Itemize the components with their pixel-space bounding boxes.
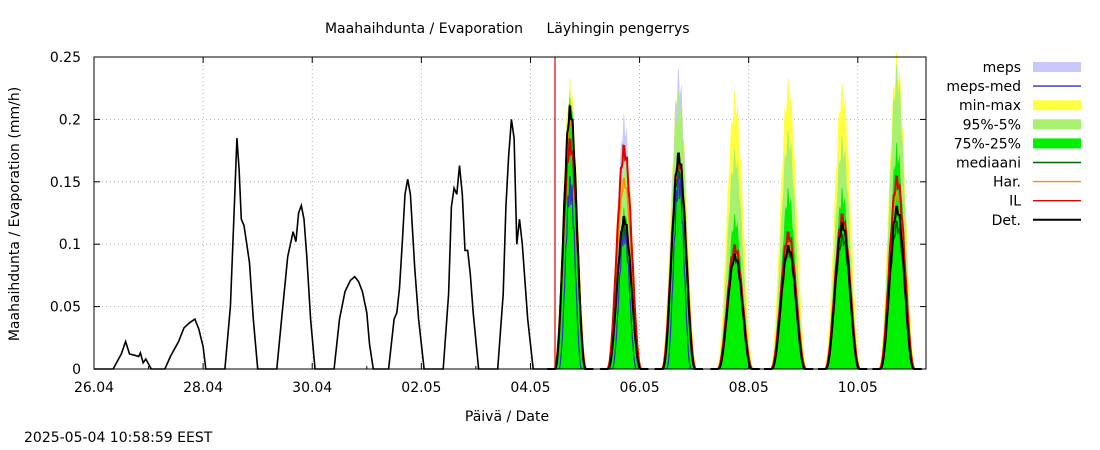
det-forecast-line [764,244,814,370]
series-lines-layer [94,57,922,370]
legend-label-meps: meps [983,60,1021,76]
x-tick-label: 10.05 [838,380,878,396]
x-tick-label: 04.05 [510,380,550,396]
legend-swatch-meps [1033,62,1081,72]
legend-swatch-p75-25 [1033,138,1081,149]
y-tick-label: 0.2 [59,112,81,128]
det-forecast-line [600,215,649,370]
legend-label-p75-25: 75%-25% [954,136,1021,152]
chart-subtitle-location: Läyhingin pengerrys [546,21,689,37]
y-axis-label: Maahaihdunta / Evaporation (mm/h) [7,87,23,341]
x-tick-label: 08.05 [729,380,769,396]
meps-med-line [547,175,594,370]
chart-title: Maahaihdunta / Evaporation [325,21,523,37]
legend-label-il: IL [1009,194,1021,210]
x-tick-label: 30.04 [292,380,332,396]
legend-swatch-minmax [1033,100,1081,111]
p75-25-band [826,187,859,369]
p75-25-band [880,142,914,369]
p75-25-band [772,187,805,369]
x-tick-label: 02.05 [401,380,441,396]
x-tick-label: 06.05 [620,380,660,396]
x-axis-label: Päivä / Date [465,409,549,425]
y-tick-label: 0 [72,362,81,378]
legend-label-meps-med: meps-med [946,79,1021,95]
legend-label-minmax: min-max [959,98,1021,114]
p75-25-band [718,213,752,369]
legend-label-mediaani: mediaani [956,156,1021,172]
observed-line [94,119,555,370]
legend-label-har: Har. [993,175,1021,191]
y-tick-label: 0.05 [50,300,81,316]
timestamp-footer: 2025-05-04 10:58:59 EEST [24,430,213,446]
il-line [600,144,649,370]
y-tick-label: 0.25 [50,50,81,66]
legend-label-det: Det. [992,213,1021,229]
y-tick-label: 0.15 [50,175,81,191]
det-forecast-line [818,222,868,370]
y-tick-label: 0.1 [59,237,81,253]
det-forecast-line [710,253,760,370]
legend-swatch-p95-5 [1033,119,1081,130]
plot-frame [93,56,927,370]
grid-layer [94,57,926,369]
x-tick-label: 26.04 [74,380,114,396]
p75-25-band [555,97,585,369]
legend: meps meps-med min-max 95%-5% 75%-25% mediaani… [946,60,1081,229]
det-forecast-line [547,105,594,370]
forecast-bands-layer [553,51,916,370]
axes-layer: 0 0.05 0.1 0.15 0.2 0.25 26.04 28.04 30.04 02.05 0… [50,50,926,396]
det-forecast-line [654,152,703,370]
det-forecast-line [872,205,922,370]
legend-label-p95-5: 95%-5% [963,117,1021,133]
il-line [872,174,922,370]
x-tick-label: 28.04 [183,380,223,396]
